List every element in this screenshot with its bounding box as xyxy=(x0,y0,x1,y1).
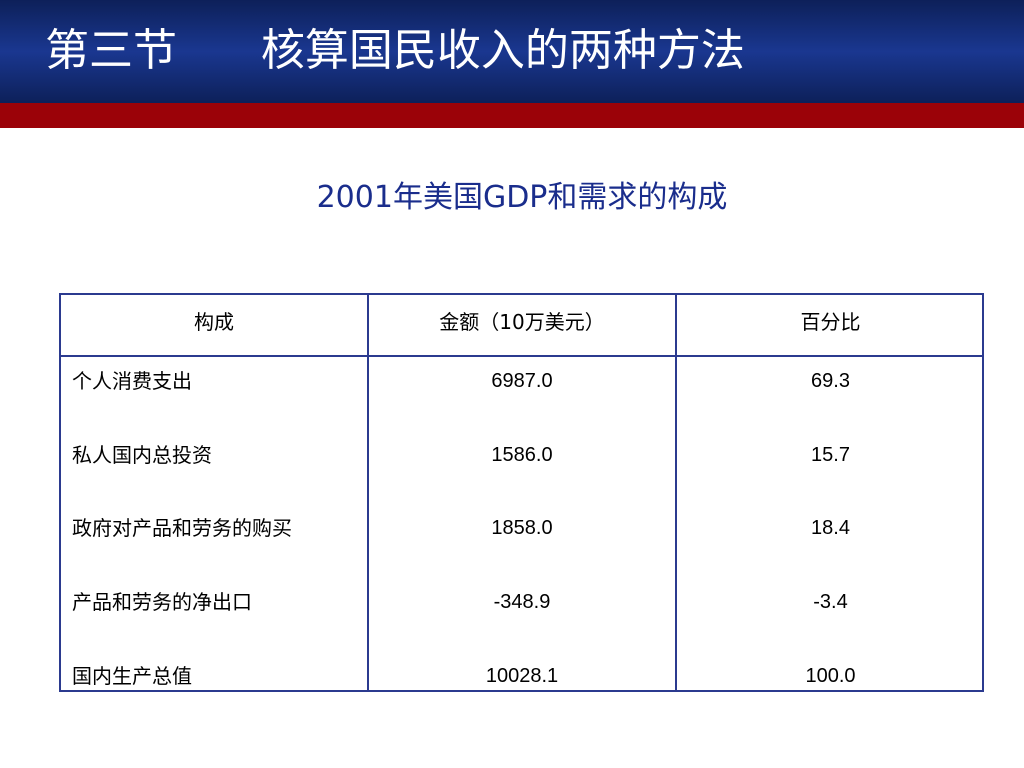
row-label: 个人消费支出 xyxy=(72,369,192,393)
slide-title: 第三节 核算国民收入的两种方法 xyxy=(45,25,745,76)
header-cell-amount: 金额（10万美元） xyxy=(439,310,605,334)
row-amount: 6987.0 xyxy=(491,370,553,392)
row-label: 国内生产总值 xyxy=(72,664,192,688)
row-percent: -3.4 xyxy=(813,591,848,613)
title-banner: 第三节 核算国民收入的两种方法 xyxy=(0,0,1024,103)
row-percent: 69.3 xyxy=(811,370,850,392)
row-percent: 100.0 xyxy=(805,665,856,687)
header-cell-percent: 百分比 xyxy=(800,310,861,334)
column-divider xyxy=(367,295,369,690)
title-underline-bar xyxy=(0,103,1024,128)
row-amount: -348.9 xyxy=(493,591,551,613)
row-label: 政府对产品和劳务的购买 xyxy=(72,516,292,540)
row-label: 私人国内总投资 xyxy=(72,443,212,467)
gdp-composition-table: 构成 金额（10万美元） 百分比 个人消费支出 6987.0 69.3 私人国内… xyxy=(59,293,984,692)
row-amount: 1586.0 xyxy=(491,444,553,466)
header-row-divider xyxy=(61,355,982,357)
row-percent: 18.4 xyxy=(811,517,850,539)
row-label: 产品和劳务的净出口 xyxy=(72,590,252,614)
row-amount: 1858.0 xyxy=(491,517,553,539)
column-divider xyxy=(675,295,677,690)
table-caption: 2001年美国GDP和需求的构成 xyxy=(316,180,728,215)
row-percent: 15.7 xyxy=(811,444,850,466)
row-amount: 10028.1 xyxy=(485,665,559,687)
header-cell-composition: 构成 xyxy=(194,310,234,334)
